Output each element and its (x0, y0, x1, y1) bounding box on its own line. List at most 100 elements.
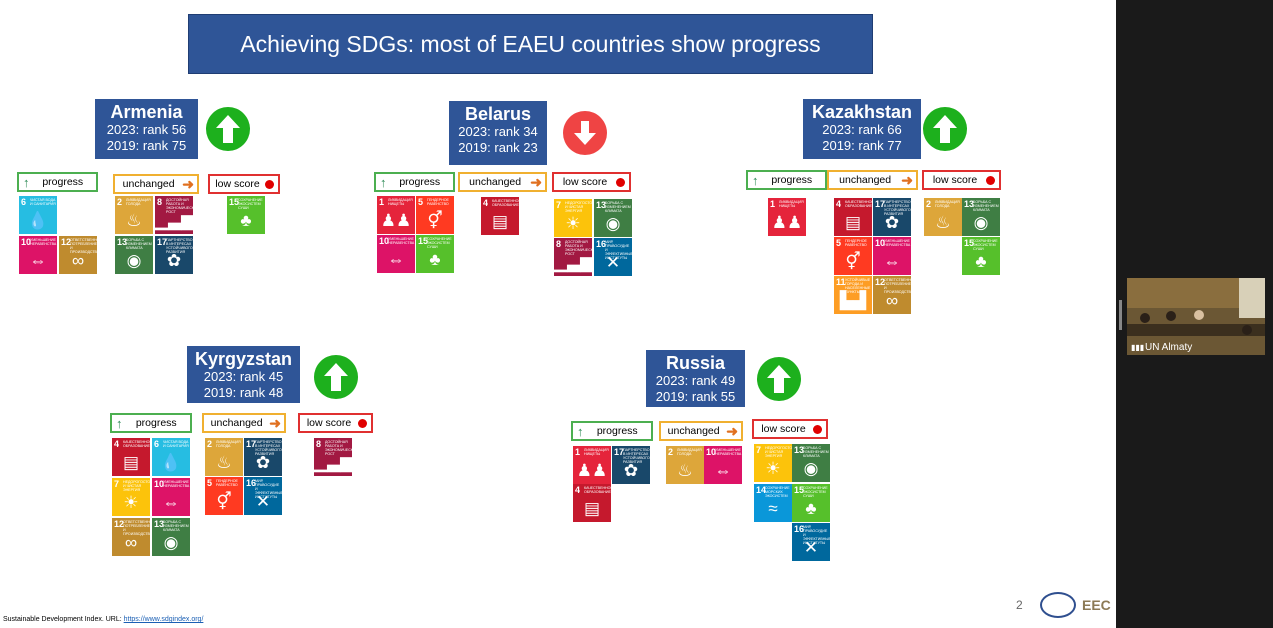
right-arrow-icon: ➜ (726, 422, 738, 439)
sdg-title: Ликвидация нищеты (388, 198, 413, 206)
sdg-number: 4 (483, 198, 489, 208)
rank-2023: 2023: rank 56 (106, 122, 187, 137)
sdg-tile-1: 1 Ликвидация нищеты ♟♟ (768, 198, 806, 236)
sdg-tile-15: 15 Сохранение экосистем суши ♣ (227, 196, 265, 234)
growth-chart-icon: ▁▃▆ (314, 453, 352, 472)
sdg-tile-15: 15 Сохранение экосистем суши ♣ (416, 235, 454, 273)
country-box-belarus: Belarus 2023: rank 34 2019: rank 23 (449, 101, 547, 165)
country-name: Russia (665, 353, 726, 373)
sdg-title: Партнерство в интересах устойчивого разв… (623, 448, 650, 464)
sdg-number: 4 (575, 485, 581, 495)
sdg-title: Гендерное равенство (845, 239, 867, 247)
up-arrow-icon: ↑ (380, 174, 387, 190)
slide-title: Achieving SDGs: most of EAEU countries s… (188, 14, 873, 74)
category-low-label: low score (298, 413, 373, 433)
sidebar-drag-handle[interactable] (1119, 300, 1122, 330)
sdg-tile-13: 13 Борьба с изменением климата ◉ (115, 236, 153, 274)
sdg-tile-17: 17 Партнерство в интересах устойчивого ра… (612, 446, 650, 484)
sdg-tile-13: 13 Борьба с изменением климата ◉ (594, 199, 632, 237)
people-icon: ♟♟ (771, 213, 803, 232)
category-text: unchanged (122, 178, 175, 190)
category-text: progress (399, 176, 441, 188)
rank-2019: 2019: rank 55 (655, 389, 736, 404)
people-icon: ♟♟ (380, 211, 412, 230)
gender-icon: ⚥ (427, 211, 443, 230)
rank-2023: 2023: rank 49 (655, 373, 736, 388)
rank-2023: 2023: rank 45 (203, 369, 284, 384)
sdg-tile-4: 4 Качественное образование ▤ (573, 484, 611, 522)
equality-icon: ⇔ (162, 493, 180, 512)
sdg-tile-15: 15 Сохранение экосистем суши ♣ (792, 484, 830, 522)
bowl-icon: ♨ (216, 453, 232, 472)
category-low-label: low score (552, 172, 631, 192)
category-low-label: low score (922, 170, 1001, 190)
book-icon: ▤ (844, 213, 862, 232)
right-arrow-icon: ➜ (269, 414, 281, 431)
country-box-armenia: Armenia 2023: rank 56 2019: rank 75 (95, 99, 198, 159)
sdg-title: Ответственное потребление и производство (884, 278, 911, 294)
bowl-icon: ♨ (677, 461, 693, 480)
sdg-tile-1: 1 Ликвидация нищеты ♟♟ (377, 196, 415, 234)
trend-up-arrow-icon (206, 107, 250, 151)
sdg-number: 4 (836, 199, 842, 209)
dove-icon: ✕ (803, 538, 819, 557)
sdg-title: Ответственное потребление и производство (123, 520, 150, 536)
category-low-label: low score (752, 419, 828, 439)
red-dot-icon (616, 177, 625, 187)
category-unchanged-label: unchanged ➜ (659, 421, 743, 441)
sdg-number: 17 (246, 439, 257, 449)
sdg-tile-12: 12Ответственное потребление и производст… (112, 518, 150, 556)
tree-icon: ♣ (429, 250, 441, 269)
water-drop-icon: 💧 (160, 453, 182, 472)
category-unchanged-label: unchanged ➜ (202, 413, 286, 433)
category-progress-label: ↑ progress (110, 413, 192, 433)
gender-icon: ⚥ (845, 252, 861, 271)
sdg-number: 5 (418, 197, 424, 207)
footnote-link[interactable]: https://www.sdgindex.org/ (123, 616, 204, 623)
rank-2023: 2023: rank 34 (458, 124, 538, 139)
red-dot-icon (358, 418, 367, 428)
sdg-title: Уменьшение неравенства (715, 448, 742, 456)
category-text: unchanged (469, 176, 522, 188)
sdg-number: 1 (379, 197, 385, 207)
sdg-tile-5: 5 Гендерное равенство ⚥ (416, 196, 454, 234)
sdg-number: 4 (114, 439, 120, 449)
country-name: Belarus (464, 104, 532, 124)
fish-icon: ≈ (768, 499, 778, 518)
sdg-number: 6 (154, 439, 160, 449)
eye-globe-icon: ◉ (126, 251, 142, 270)
right-arrow-icon: ➜ (182, 175, 194, 192)
sdg-tile-11: 11 Устойчивые города и населенные пункты ▙… (834, 276, 872, 314)
sdg-number: 11 (836, 277, 846, 287)
category-text: unchanged (839, 174, 892, 186)
sdg-title: Борьба с изменением климата (163, 520, 189, 532)
sdg-tile-6: 6 Чистая вода и санитария 💧 (19, 196, 57, 234)
sdg-number: 13 (794, 445, 805, 455)
dove-icon: ✕ (255, 492, 271, 511)
sdg-title: Ликвидация голода (677, 448, 702, 456)
sdg-tile-13: 13 Борьба с изменением климата ◉ (792, 444, 830, 482)
footnote-text: Sustainable Development Index. URL: (3, 616, 124, 623)
book-icon: ▤ (122, 453, 140, 472)
sdg-number: 13 (596, 200, 607, 210)
category-text: unchanged (667, 425, 720, 437)
sdg-tile-10: 10 Уменьшение неравенства ⇔ (19, 236, 57, 274)
sdg-number: 12 (114, 519, 125, 529)
sdg-tile-16: 16 Мир, правосудие и эффективные институт… (792, 523, 830, 561)
footnote: Sustainable Development Index. URL: http… (3, 616, 203, 623)
sdg-tile-10: 10 Уменьшение неравенства ⇔ (377, 235, 415, 273)
country-name: Kazakhstan (811, 102, 913, 122)
sdg-number: 13 (964, 199, 975, 209)
people-icon: ♟♟ (576, 461, 608, 480)
red-dot-icon (986, 175, 995, 185)
participant-video-tile[interactable]: ▮▮▮ UN Almaty (1127, 278, 1265, 355)
sdg-tile-4: 4 Качественное образование ▤ (834, 198, 872, 236)
equality-icon: ⇔ (29, 251, 47, 270)
sdg-number: 12 (61, 237, 72, 247)
sdg-number: 2 (207, 439, 213, 449)
equality-icon: ⇔ (883, 252, 901, 271)
sdg-number: 15 (794, 485, 805, 495)
sdg-number: 14 (756, 485, 767, 495)
sdg-title: Уменьшение неравенства (163, 480, 190, 488)
sdg-title: Партнерство в интересах устойчивого разв… (884, 200, 911, 216)
